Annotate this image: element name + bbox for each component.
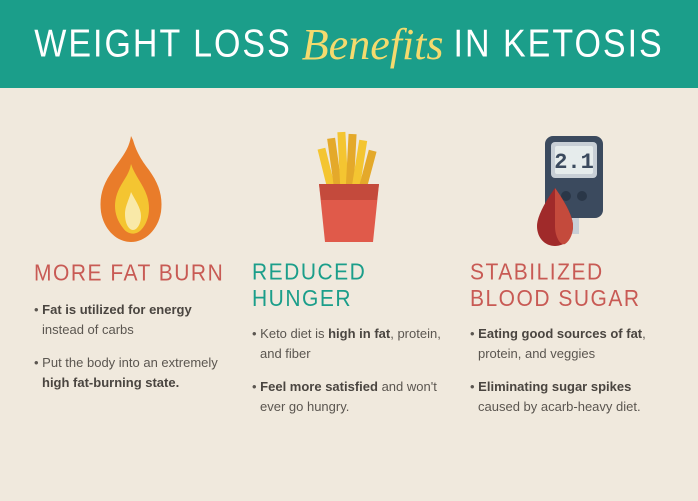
column-title: MORE FAT BURN: [34, 261, 228, 287]
flame-icon: [34, 120, 228, 248]
bullet-item: Eliminating sugar spikes caused by acarb…: [470, 377, 664, 416]
title-word-2: IN KETOSIS: [454, 22, 664, 67]
columns-container: MORE FAT BURN Fat is utilized for energy…: [0, 88, 698, 430]
title-word-1: WEIGHT LOSS: [34, 22, 292, 67]
bullet-item: Keto diet is high in fat, protein, and f…: [252, 324, 446, 363]
header-banner: WEIGHT LOSS Benefits IN KETOSIS: [0, 0, 698, 88]
bullet-item: Feel more satisfied and won't ever go hu…: [252, 377, 446, 416]
fries-icon: [252, 120, 446, 248]
bullet-item: Fat is utilized for energy instead of ca…: [34, 300, 228, 339]
title-script: Benefits: [302, 19, 444, 70]
svg-text:2.1: 2.1: [554, 150, 594, 175]
column-blood-sugar: 2.1 STABILIZED BLOOD SUGAR Eating good s…: [470, 120, 664, 430]
bullet-item: Eating good sources of fat, protein, and…: [470, 324, 664, 363]
column-fat-burn: MORE FAT BURN Fat is utilized for energy…: [34, 120, 228, 430]
glucose-meter-icon: 2.1: [470, 120, 664, 248]
column-title: STABILIZED BLOOD SUGAR: [470, 260, 664, 313]
column-hunger: REDUCED HUNGER Keto diet is high in fat,…: [252, 120, 446, 430]
column-title: REDUCED HUNGER: [252, 260, 446, 313]
bullet-item: Put the body into an extremely high fat-…: [34, 353, 228, 392]
